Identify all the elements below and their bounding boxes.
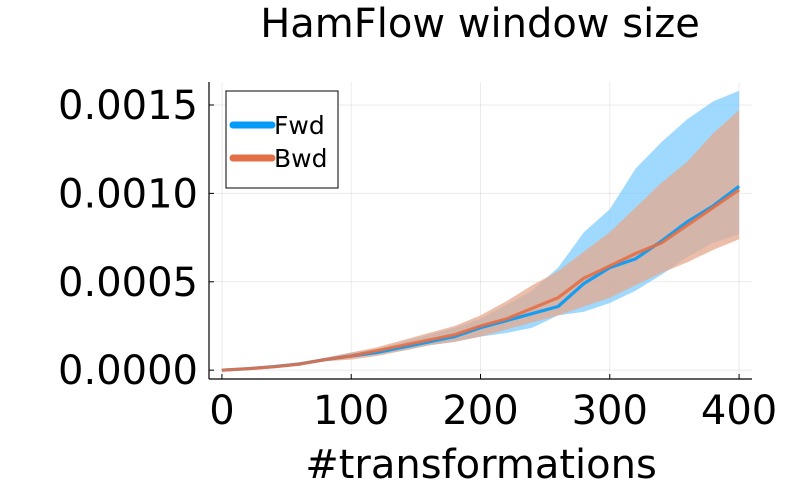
series-lines <box>221 185 741 372</box>
x-tick-label: 0 <box>209 388 234 434</box>
confidence-bands <box>221 90 740 371</box>
y-tick-label: 0.0005 <box>58 260 198 306</box>
band-fwd <box>221 90 740 371</box>
series-line-bwd <box>221 188 741 372</box>
legend: Fwd Bwd <box>225 90 339 189</box>
legend-box <box>225 90 339 189</box>
band-bwd <box>221 110 740 371</box>
chart-title: HamFlow window size <box>260 1 700 47</box>
x-axis-title: #transformations <box>305 442 657 488</box>
y-tick-label: 0.0000 <box>58 348 198 394</box>
axes <box>208 82 752 380</box>
y-tick-label: 0.0010 <box>58 171 198 217</box>
y-tick-label: 0.0015 <box>58 83 198 129</box>
x-tick-label: 200 <box>442 388 518 434</box>
x-tick-label: 300 <box>572 388 648 434</box>
legend-label-bwd: Bwd <box>274 144 327 173</box>
tick-labels: 0 100 200 300 400 0.0000 0.0005 0.0010 0.0015 <box>58 83 777 434</box>
x-tick-label: 400 <box>701 388 777 434</box>
legend-label-fwd: Fwd <box>274 111 325 140</box>
x-tick-label: 100 <box>313 388 389 434</box>
